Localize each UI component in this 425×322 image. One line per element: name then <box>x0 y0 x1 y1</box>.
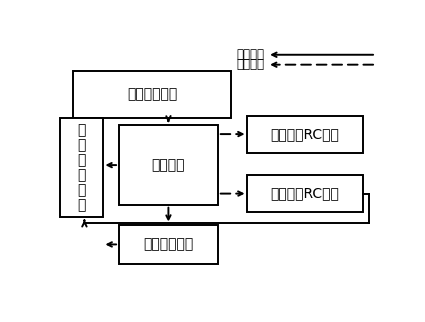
Text: 预
备
缓
存
模
块: 预 备 缓 存 模 块 <box>77 123 85 212</box>
Text: 精简备份RC模块: 精简备份RC模块 <box>271 127 340 141</box>
Bar <box>119 125 218 205</box>
Text: 信息处理模块: 信息处理模块 <box>127 88 177 101</box>
Text: 算法扩展RC模块: 算法扩展RC模块 <box>271 187 340 201</box>
Bar <box>60 118 102 217</box>
Text: 中控模块: 中控模块 <box>152 158 185 172</box>
Text: 控制信号: 控制信号 <box>236 58 264 71</box>
Bar <box>247 175 363 212</box>
Bar <box>119 225 218 264</box>
Bar <box>247 116 363 153</box>
Bar <box>73 71 231 118</box>
Text: 数据信息: 数据信息 <box>236 48 264 61</box>
Text: 信息中转模块: 信息中转模块 <box>143 237 193 251</box>
